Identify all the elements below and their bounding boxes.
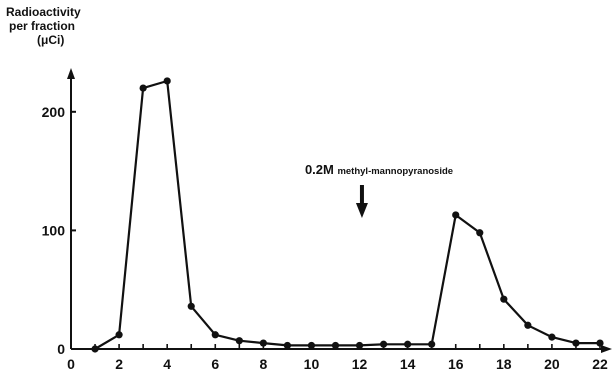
data-point <box>163 77 171 85</box>
x-tick-label: 14 <box>400 356 416 372</box>
data-point <box>307 341 316 350</box>
x-tick-label: 20 <box>544 356 560 372</box>
annotation-arrow-head <box>355 203 368 218</box>
data-point <box>139 84 147 92</box>
data-point <box>331 341 340 350</box>
data-point <box>548 333 556 341</box>
y-tick-label: 0 <box>57 341 65 357</box>
plot-area <box>91 77 604 353</box>
x-tick-label: 12 <box>352 356 368 372</box>
x-tick-label: 4 <box>163 356 171 372</box>
data-point <box>187 302 195 310</box>
annotation: 0.2M methyl-mannopyranoside <box>305 162 453 218</box>
data-point <box>235 337 243 345</box>
y-axis-label-line-3: (μCi) <box>37 33 65 47</box>
x-tick-label: 2 <box>115 356 123 372</box>
data-point <box>404 340 412 348</box>
data-point <box>211 331 219 339</box>
x-tick-label: 22 <box>592 356 608 372</box>
x-tick-label: 16 <box>448 356 464 372</box>
x-tick-label: 10 <box>304 356 320 372</box>
data-point <box>91 345 99 353</box>
y-tick-label: 200 <box>42 104 66 120</box>
data-point <box>259 339 267 347</box>
axes: 0 100 200 0 2 4 6 8 10 12 14 16 18 20 22 <box>42 68 612 372</box>
data-point <box>572 339 580 347</box>
series-line <box>94 79 600 350</box>
y-axis-label-line-1: Radioactivity <box>6 5 81 19</box>
annotation-label: 0.2M methyl-mannopyranoside <box>305 162 453 177</box>
data-point <box>428 340 436 348</box>
x-tick-label: 0 <box>67 356 75 372</box>
data-point <box>355 341 364 350</box>
data-point <box>524 321 532 329</box>
data-point <box>596 339 604 347</box>
x-axis-arrow <box>601 345 612 353</box>
x-tick-label: 18 <box>496 356 512 372</box>
y-axis-label-line-2: per fraction <box>9 19 76 33</box>
data-point <box>500 295 508 303</box>
data-point <box>476 229 484 237</box>
x-tick-label: 6 <box>211 356 219 372</box>
data-point <box>452 211 460 219</box>
data-point <box>379 340 388 348</box>
data-point <box>115 331 123 339</box>
y-axis-arrow <box>67 68 75 79</box>
y-tick-label: 100 <box>42 222 66 238</box>
data-point <box>283 341 292 350</box>
x-tick-label: 8 <box>259 356 267 372</box>
